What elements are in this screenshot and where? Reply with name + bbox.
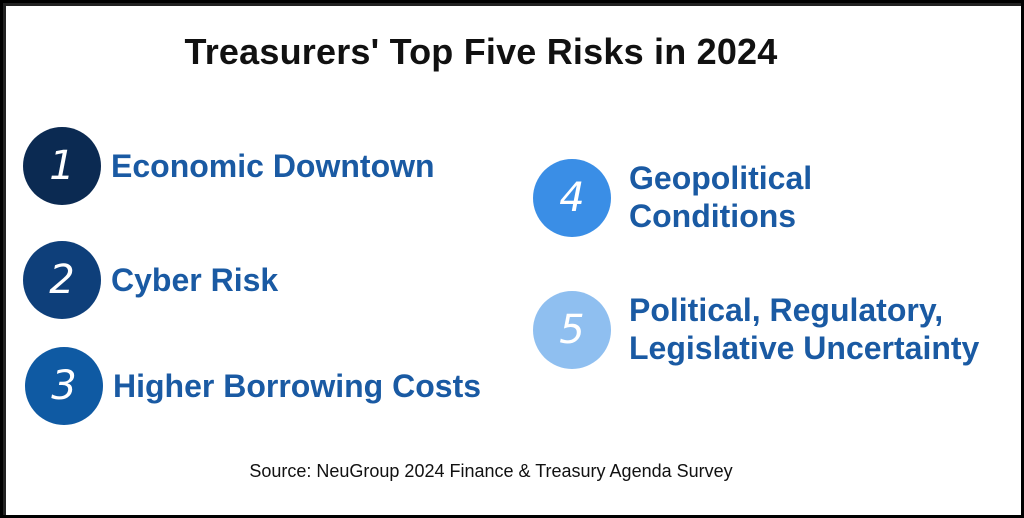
page-title: Treasurers' Top Five Risks in 2024	[184, 31, 778, 72]
rank-5-badge: 5	[533, 291, 611, 369]
rank-5-number: 5	[559, 307, 585, 353]
risk-5-label: Political, Regulatory, Legislative Uncer…	[629, 291, 979, 367]
rank-4-badge: 4	[533, 159, 611, 237]
risk-5-label-line-1: Political, Regulatory,	[629, 292, 944, 328]
risk-4-label-line-2: Conditions	[629, 198, 797, 234]
rank-2-number: 2	[49, 257, 75, 303]
rank-3-number: 3	[51, 363, 77, 409]
rank-1-badge: 1	[23, 127, 101, 205]
risk-3-label: Higher Borrowing Costs	[113, 368, 482, 404]
risk-2-label: Cyber Risk	[111, 262, 279, 298]
rank-1-number: 1	[49, 143, 75, 189]
rank-3-badge: 3	[25, 347, 103, 425]
risk-4-label-line-1: Geopolitical	[629, 160, 813, 196]
rank-4-number: 4	[559, 175, 585, 221]
risk-5-label-line-2: Legislative Uncertainty	[629, 330, 980, 366]
source-note: Source: NeuGroup 2024 Finance & Treasury…	[249, 461, 733, 481]
risk-4-label: Geopolitical Conditions	[629, 159, 812, 235]
rank-2-badge: 2	[23, 241, 101, 319]
risk-1-label: Economic Downtown	[111, 148, 435, 184]
